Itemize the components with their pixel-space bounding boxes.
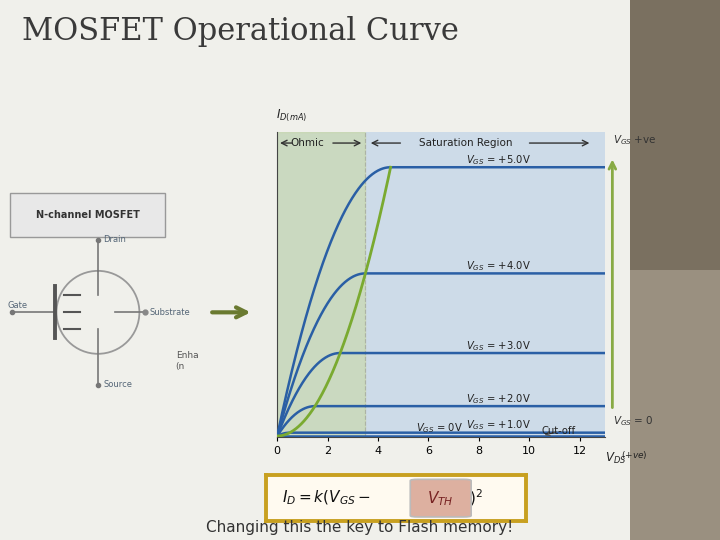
Text: Gate: Gate <box>7 301 27 310</box>
Text: $(+ve)$: $(+ve)$ <box>621 449 647 461</box>
Text: N-channel MOSFET: N-channel MOSFET <box>35 210 140 220</box>
Text: $V_{GS}$ = +5.0V: $V_{GS}$ = +5.0V <box>467 153 531 167</box>
Text: MOSFET Operational Curve: MOSFET Operational Curve <box>22 16 459 47</box>
Bar <box>277 132 365 437</box>
Text: Substrate: Substrate <box>150 308 191 317</box>
Text: Cut-off: Cut-off <box>542 426 576 436</box>
FancyBboxPatch shape <box>10 193 166 237</box>
Text: $V_{GS}$ = +3.0V: $V_{GS}$ = +3.0V <box>467 339 531 353</box>
Text: Changing this the key to Flash memory!: Changing this the key to Flash memory! <box>207 519 513 535</box>
Text: Enha
(n: Enha (n <box>176 351 198 370</box>
Text: $V_{GS}$ = +2.0V: $V_{GS}$ = +2.0V <box>467 392 531 406</box>
Text: Drain: Drain <box>103 235 126 244</box>
Text: $\mathbf{\it{)^2}}$: $\mathbf{\it{)^2}}$ <box>469 488 482 509</box>
Text: Saturation Region: Saturation Region <box>420 138 513 148</box>
Text: $V_{GS}$ = 0V: $V_{GS}$ = 0V <box>416 421 463 435</box>
FancyBboxPatch shape <box>410 480 471 517</box>
Text: Source: Source <box>103 380 132 389</box>
Text: $I_{D(mA)}$: $I_{D(mA)}$ <box>276 108 307 124</box>
Text: $\mathbf{\it{I_D = k(V_{GS} - }}$: $\mathbf{\it{I_D = k(V_{GS} - }}$ <box>282 489 371 508</box>
Text: $\mathbf{\it{V_{TH}}}$: $\mathbf{\it{V_{TH}}}$ <box>427 489 454 508</box>
Text: $V_{GS}$ +ve: $V_{GS}$ +ve <box>613 133 657 147</box>
Text: $V_{GS}$ = +1.0V: $V_{GS}$ = +1.0V <box>467 418 531 432</box>
Text: $V_{DS}$: $V_{DS}$ <box>605 451 626 466</box>
Text: $V_{GS}$ = 0: $V_{GS}$ = 0 <box>613 414 654 428</box>
Text: $V_{GS}$ = +4.0V: $V_{GS}$ = +4.0V <box>467 259 531 273</box>
Text: Ohmic: Ohmic <box>291 138 324 148</box>
